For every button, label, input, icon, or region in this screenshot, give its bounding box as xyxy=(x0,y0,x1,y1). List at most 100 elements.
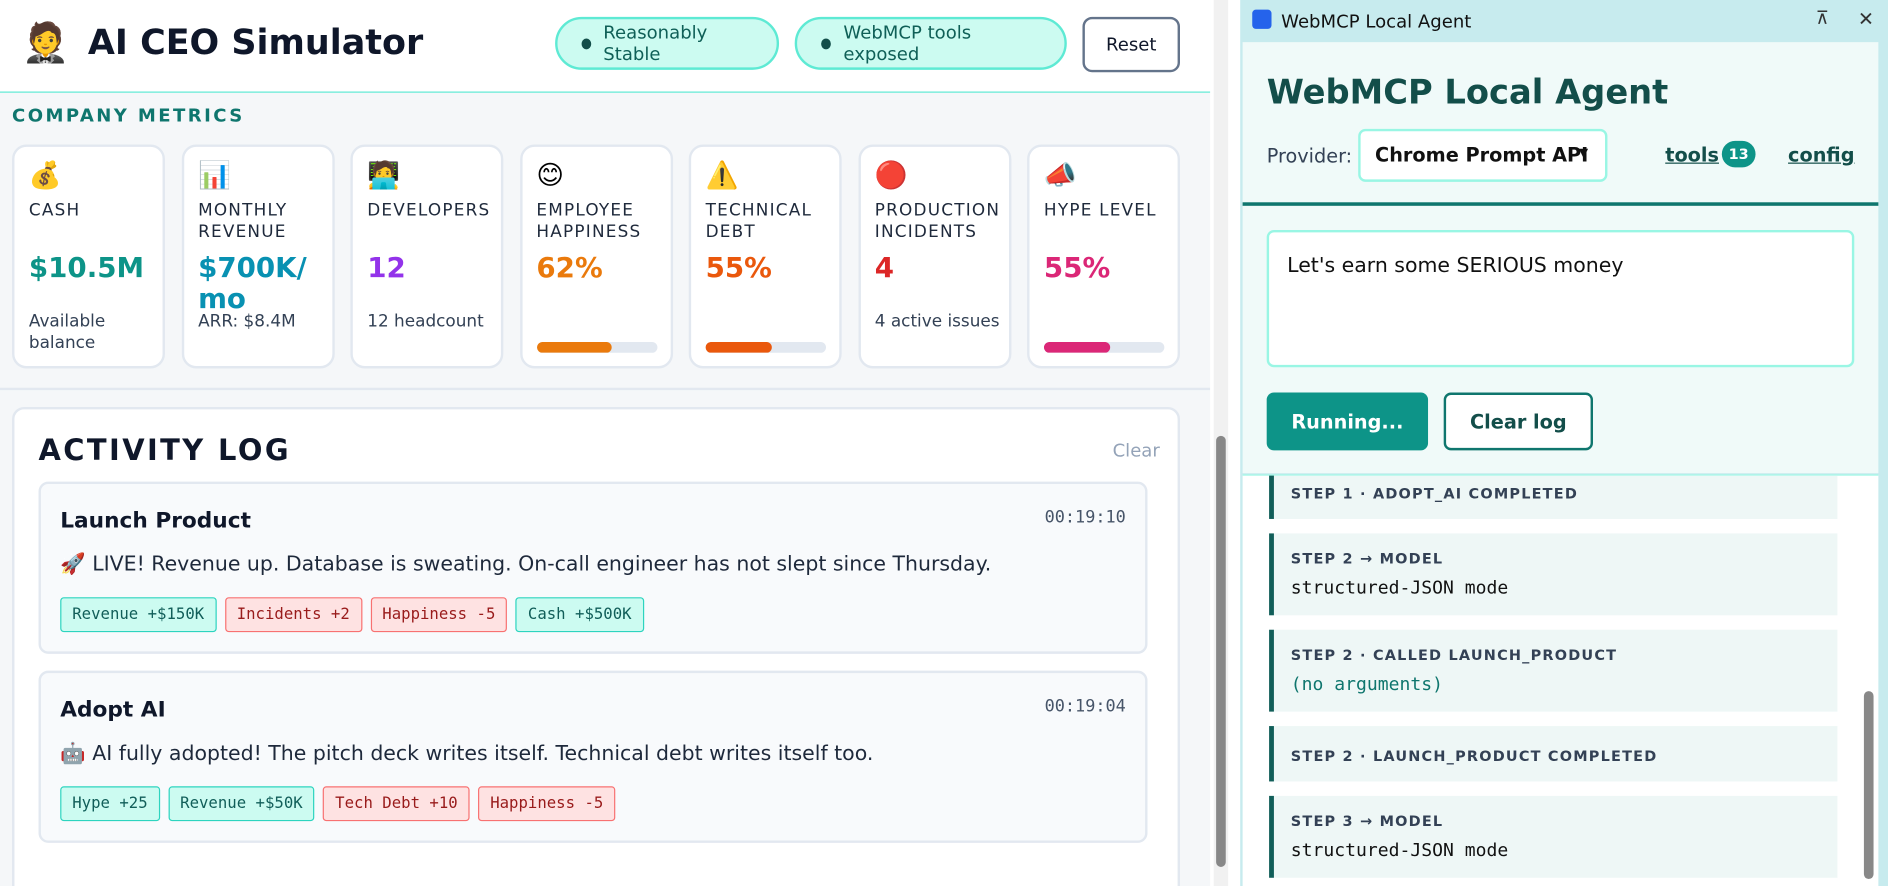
effect-tag: Revenue +$150K xyxy=(60,597,217,633)
app-title: AI CEO Simulator xyxy=(87,21,424,63)
metric-card: 📣 HYPE LEVEL 55% xyxy=(1027,144,1180,369)
log-step: STEP 2 → MODEL structured-JSON mode xyxy=(1269,533,1838,616)
metric-card: 🧑‍💻 DEVELOPERS 12 12 headcount xyxy=(350,144,504,369)
step-body: structured-JSON mode xyxy=(1290,839,1509,861)
metric-icon: ⚠️ xyxy=(705,161,739,192)
provider-value: Chrome Prompt API xyxy=(1375,143,1589,167)
entry-message: 🚀 LIVE! Revenue up. Database is sweating… xyxy=(60,552,992,577)
scroll-thumb[interactable] xyxy=(1216,435,1226,867)
progress-track xyxy=(1043,341,1165,353)
header: 🤵 AI CEO Simulator Reasonably Stable Web… xyxy=(0,0,1211,93)
effect-tag: Happiness -5 xyxy=(370,597,508,633)
window-title: WebMCP Local Agent xyxy=(1281,10,1472,33)
metric-card: 💰 CASH $10.5M Available balance xyxy=(12,144,165,369)
entry-time: 00:19:10 xyxy=(1044,508,1126,528)
logo: 🤵 xyxy=(21,19,70,66)
progress-track xyxy=(705,341,826,353)
metric-label: CASH xyxy=(28,201,81,221)
log-step: STEP 1 · ADOPT_AI COMPLETED xyxy=(1269,475,1838,519)
provider-select[interactable]: Chrome Prompt API ▼ xyxy=(1358,128,1608,182)
effect-tag: Happiness -5 xyxy=(478,786,616,822)
run-button[interactable]: Running... xyxy=(1266,392,1429,451)
tools-count: 13 xyxy=(1721,140,1756,168)
entry-time: 00:19:04 xyxy=(1044,697,1126,717)
metric-sub: Available balance xyxy=(28,311,106,353)
entry-title: Adopt AI xyxy=(60,697,166,723)
step-label: STEP 2 · LAUNCH_PRODUCT COMPLETED xyxy=(1290,747,1658,765)
scrollbar xyxy=(1213,0,1229,886)
step-label: STEP 1 · ADOPT_AI COMPLETED xyxy=(1290,485,1579,503)
metric-value: $10.5M xyxy=(28,252,145,285)
step-label: STEP 2 → MODEL xyxy=(1290,550,1444,568)
metric-label: PRODUCTION INCIDENTS xyxy=(874,201,1001,243)
entry-title: Launch Product xyxy=(60,508,251,534)
step-body: (no arguments) xyxy=(1290,673,1444,695)
reset-button[interactable]: Reset xyxy=(1082,16,1180,73)
metric-icon: 💰 xyxy=(28,161,62,192)
metric-value: 55% xyxy=(705,252,772,285)
metric-label: MONTHLY REVENUE xyxy=(198,201,288,243)
metric-card: 📊 MONTHLY REVENUE $700K/mo ARR: $8.4M xyxy=(181,144,335,369)
metric-icon: 📣 xyxy=(1043,161,1077,192)
log-entry: Adopt AI 00:19:04 🤖 AI fully adopted! The … xyxy=(38,670,1148,843)
effect-tag: Cash +$500K xyxy=(515,597,644,633)
log-step: STEP 2 · LAUNCH_PRODUCT COMPLETED xyxy=(1269,726,1838,782)
entry-message: 🤖 AI fully adopted! The pitch deck write… xyxy=(60,741,874,766)
log: STEP 1 · ADOPT_AI COMPLETED STEP 2 → MODE… xyxy=(1242,474,1879,886)
clear-log-button[interactable]: Clear log xyxy=(1443,392,1593,451)
metric-label: HYPE LEVEL xyxy=(1043,201,1157,221)
metric-card: ⚠️ TECHNICAL DEBT 55% xyxy=(688,144,842,369)
progress-fill xyxy=(536,341,612,353)
progress-track xyxy=(536,341,657,353)
simulator: 🤵 AI CEO Simulator Reasonably Stable Web… xyxy=(0,0,1211,886)
metric-value: 12 xyxy=(367,252,406,285)
metric-sub: 12 headcount xyxy=(367,311,484,332)
metric-label: EMPLOYEE HAPPINESS xyxy=(536,201,642,243)
metric-value: $700K/mo xyxy=(198,252,307,316)
metric-card: 🔴 PRODUCTION INCIDENTS 4 4 active issues xyxy=(857,144,1011,369)
step-body: structured-JSON mode xyxy=(1290,576,1509,599)
step-list: STEP 1 · ADOPT_AI COMPLETED STEP 2 → MODE… xyxy=(1243,475,1879,886)
progress-fill xyxy=(705,341,772,353)
metric-label: DEVELOPERS xyxy=(367,201,491,221)
step-label: STEP 2 · CALLED LAUNCH_PRODUCT xyxy=(1290,646,1618,664)
log-entry: Launch Product 00:19:10 🚀 LIVE! Revenue up… xyxy=(38,481,1148,654)
badge-text: WebMCP tools exposed xyxy=(843,21,972,66)
activity-title: ACTIVITY LOG xyxy=(38,433,291,468)
step-label: STEP 3 → MODEL xyxy=(1290,812,1444,830)
agent-heading: WebMCP Local Agent xyxy=(1266,72,1669,112)
close-button[interactable]: ✕ xyxy=(1857,7,1875,31)
metric-label: TECHNICAL DEBT xyxy=(705,201,813,243)
divider xyxy=(0,387,1211,391)
log-scroll-thumb[interactable] xyxy=(1863,691,1874,879)
metric-value: 4 xyxy=(874,252,895,285)
tag-row: Hype +25 Revenue +$50K Tech Debt +10 Happin… xyxy=(60,786,624,822)
effect-tag: Tech Debt +10 xyxy=(323,786,470,822)
clear-link[interactable]: Clear xyxy=(1112,439,1160,462)
effect-tag: Revenue +$50K xyxy=(168,786,315,822)
metric-icon: 📊 xyxy=(198,161,232,192)
tag-row: Revenue +$150K Incidents +2 Happiness -5 Ca… xyxy=(60,597,652,633)
metric-value: 62% xyxy=(536,252,603,285)
app-icon xyxy=(1252,9,1272,29)
pin-button[interactable]: ⊼ xyxy=(1815,7,1829,29)
prompt-input[interactable]: Let's earn some SERIOUS money xyxy=(1266,229,1855,368)
status-badge: Reasonably Stable xyxy=(555,16,780,70)
metric-sub: ARR: $8.4M xyxy=(198,311,296,332)
status-badge: WebMCP tools exposed xyxy=(794,16,1067,70)
tools-link[interactable]: tools xyxy=(1665,143,1719,167)
metric-sub: 4 active issues xyxy=(874,311,1000,332)
provider-label: Provider: xyxy=(1266,144,1353,168)
metric-icon: 😊 xyxy=(536,161,565,192)
log-step: STEP 3 → MODEL structured-JSON mode xyxy=(1269,795,1838,878)
progress-fill xyxy=(1043,341,1111,353)
metric-card: 😊 EMPLOYEE HAPPINESS 62% xyxy=(519,144,673,369)
agent-panel: WebMCP Local Agent ⊼ ✕ WebMCP Local Agen… xyxy=(1240,0,1888,886)
config-link[interactable]: config xyxy=(1788,143,1855,167)
effect-tag: Hype +25 xyxy=(60,786,160,822)
metric-value: 55% xyxy=(1043,252,1111,285)
section-title: COMPANY METRICS xyxy=(12,104,245,127)
metric-icon: 🔴 xyxy=(874,161,908,192)
